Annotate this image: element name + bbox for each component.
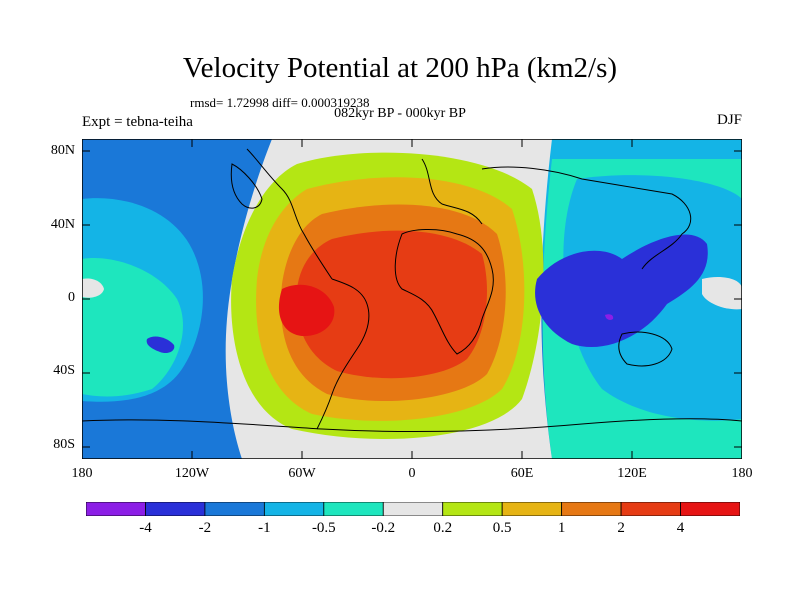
- colorbar-label-9: 4: [676, 520, 685, 536]
- lon-label-60w: 60W: [288, 466, 316, 481]
- velocity-potential-map: [82, 139, 742, 459]
- colorbar-swatch-7: [501, 502, 563, 516]
- colorbar-label-3: -0.5: [311, 520, 336, 536]
- colorbar-swatch-1: [145, 502, 206, 516]
- colorbar-label-2: -1: [258, 520, 271, 536]
- colorbar-swatch-0: [86, 502, 146, 516]
- lat-label-80n: 80N: [50, 143, 75, 158]
- axis-ticks: [82, 139, 742, 459]
- colorbar-label-1: -2: [198, 520, 212, 536]
- lon-label-60e: 60E: [510, 466, 534, 481]
- field-level-pos4: [278, 284, 335, 337]
- lat-label-0: 0: [68, 290, 75, 305]
- lon-label-120w: 120W: [174, 466, 210, 481]
- field-level-neg2-east: [535, 234, 708, 348]
- field-level-neg2-pacific: [146, 336, 175, 354]
- colorbar-label-4: -0.2: [371, 520, 396, 536]
- map-title: Velocity Potential at 200 hPa (km2/s): [182, 52, 618, 84]
- period-subtitle: 082kyr BP - 000kyr BP: [334, 106, 466, 121]
- lon-label-180w: 180: [71, 466, 93, 481]
- colorbar-label-5: 0.2: [433, 520, 453, 536]
- coastlines: [82, 148, 742, 432]
- lat-label-40n: 40N: [50, 217, 75, 232]
- field-level-neg4-east: [605, 314, 614, 320]
- colorbar-swatch-2: [204, 502, 265, 516]
- colorbar-swatch-8: [561, 502, 622, 516]
- colorbar-label-7: 1: [557, 520, 566, 536]
- lon-label-180e: 180: [731, 466, 753, 481]
- lon-label-0: 0: [408, 466, 416, 481]
- lat-label-40s: 40S: [53, 363, 75, 378]
- colorbar-swatch-5: [382, 502, 444, 516]
- colorbar: [86, 502, 740, 516]
- field-level-neutral-east: [702, 277, 742, 310]
- experiment-label: Expt = tebna-teiha: [82, 114, 193, 130]
- field-level-pos2: [296, 230, 487, 379]
- colorbar-label-8: 2: [617, 520, 625, 536]
- colorbar-swatch-3: [263, 502, 325, 516]
- colorbar-swatch-6: [442, 502, 503, 516]
- season-label: DJF: [716, 112, 742, 128]
- colorbar-swatch-4: [323, 502, 384, 516]
- field-level-neg02-pacific: [82, 258, 183, 397]
- colorbar-swatch-10: [680, 502, 740, 516]
- colorbar-swatch-9: [620, 502, 681, 516]
- field-level-neutral-west: [82, 278, 104, 298]
- stats-text: rmsd= 1.72998 diff= 0.000319238: [190, 95, 370, 110]
- colorbar-label-6: 0.5: [492, 520, 512, 536]
- colorbar-label-0: -4: [139, 520, 152, 536]
- lon-label-120e: 120E: [617, 466, 647, 481]
- lat-label-80s: 80S: [53, 437, 75, 452]
